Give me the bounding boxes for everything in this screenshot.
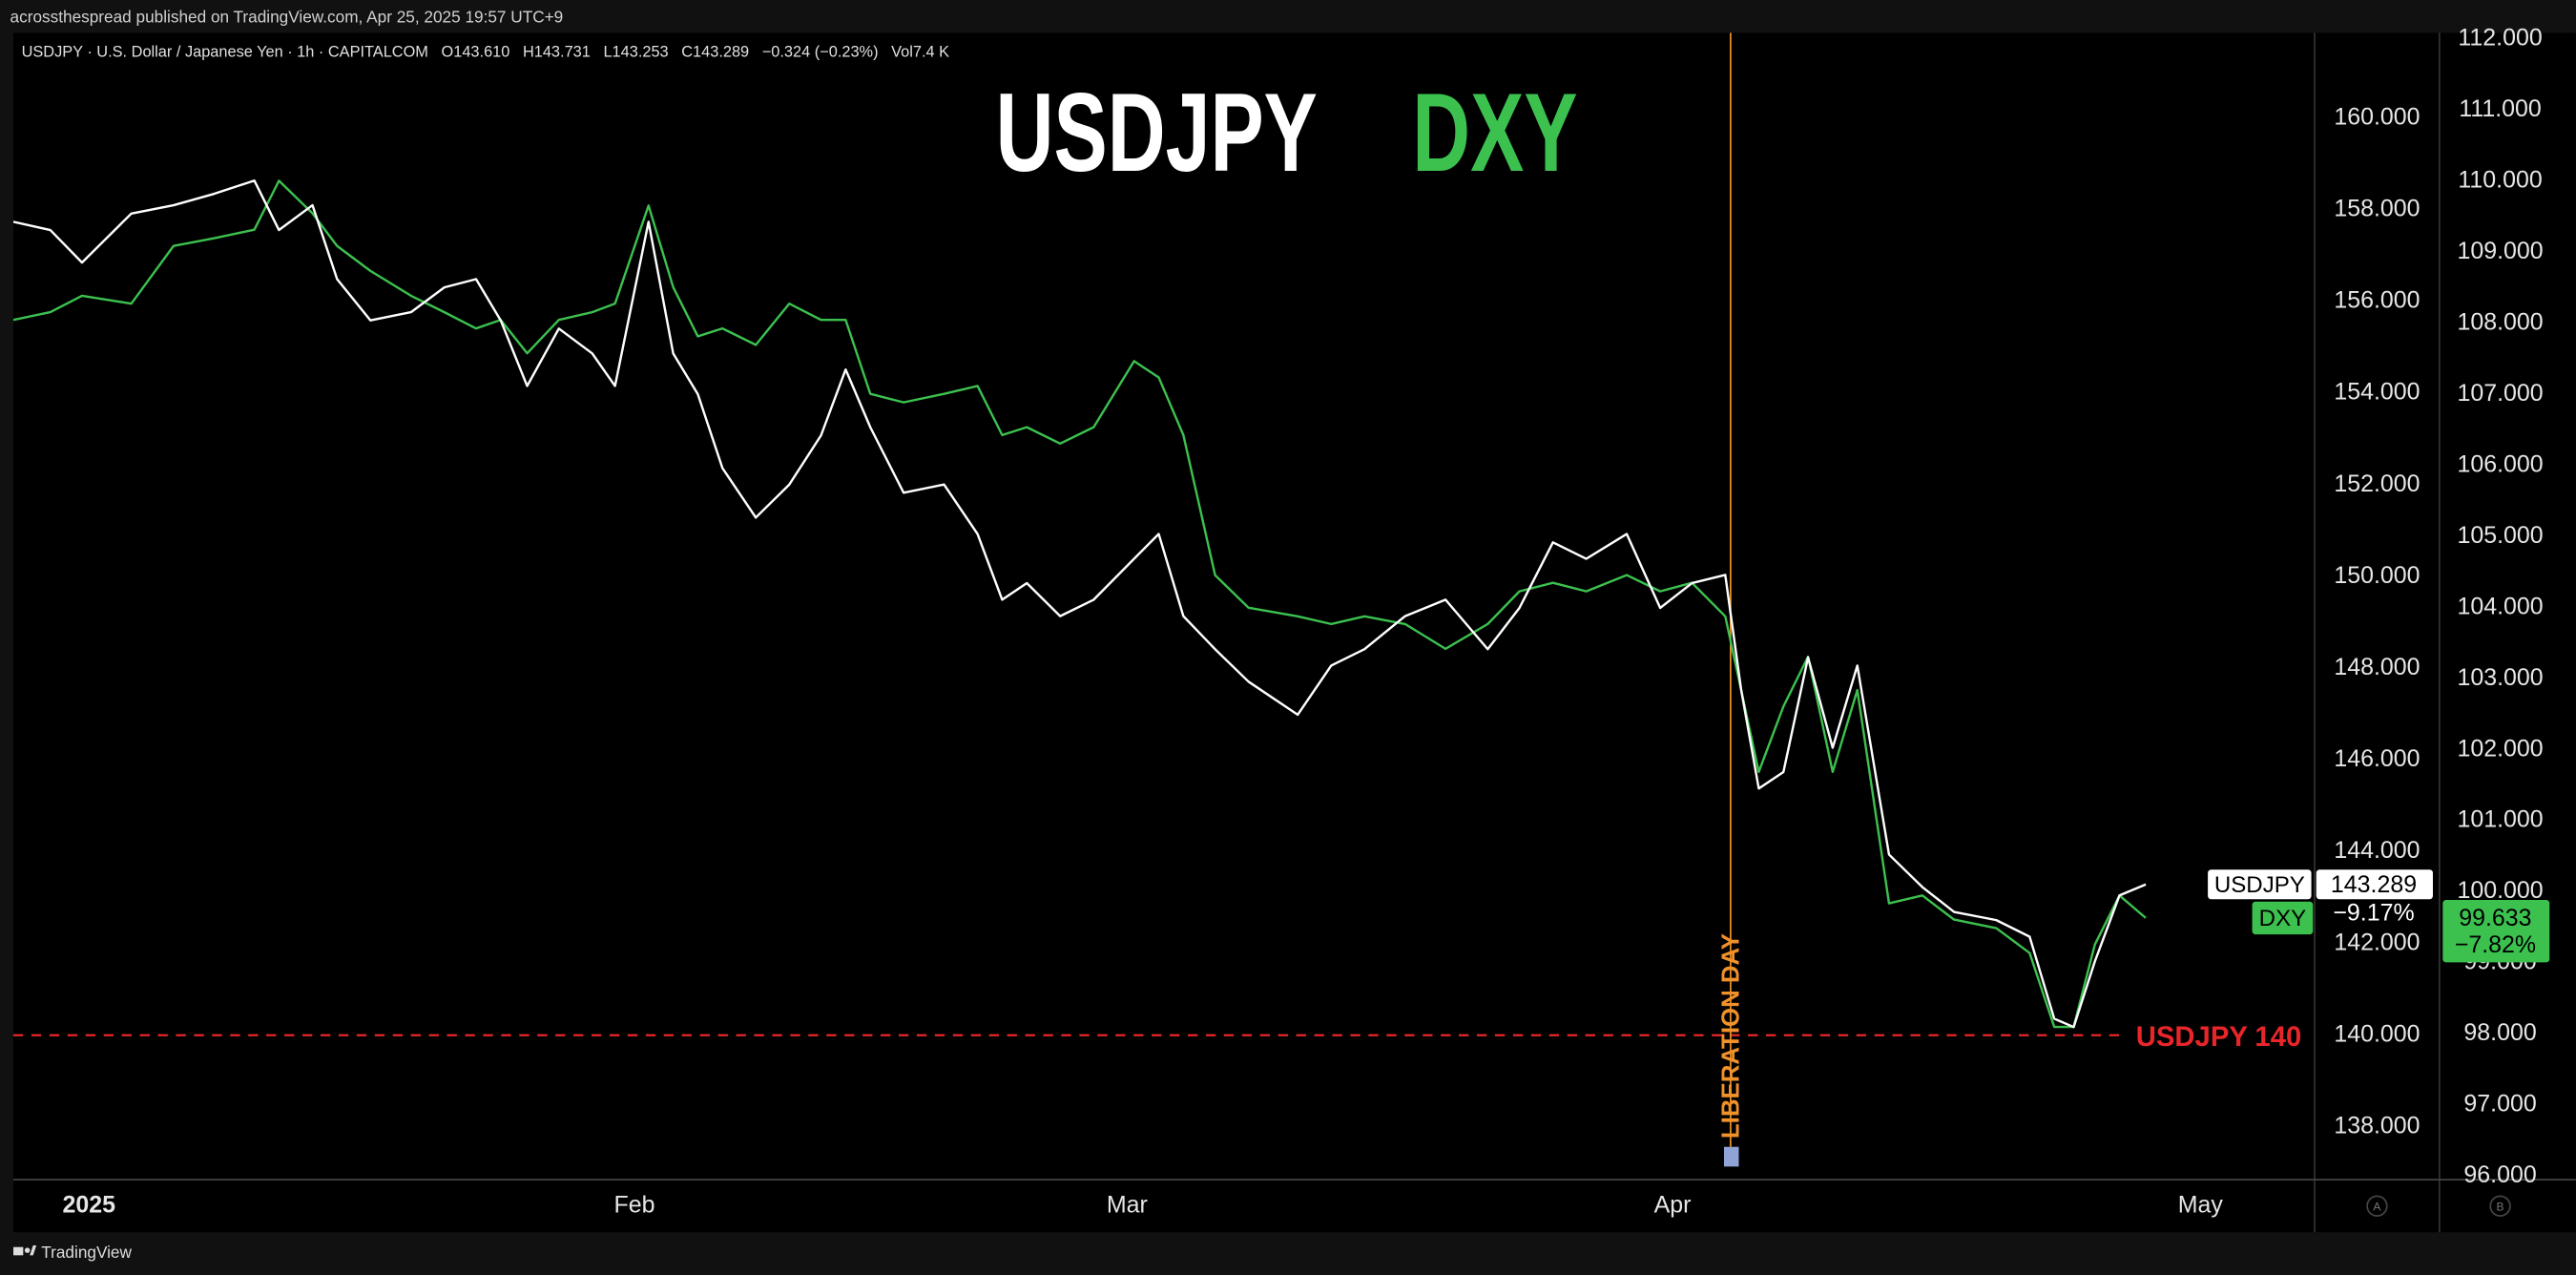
price-label: 143.289 [2331,871,2417,898]
axis-button-label[interactable]: B [2497,1201,2504,1214]
y-tick-label: 148.000 [2334,654,2420,680]
y-tick-label: 144.000 [2334,837,2420,864]
price-box [2442,899,2550,963]
series-line [13,179,2147,1029]
x-tick-label: Apr [1654,1191,1692,1218]
axis-button[interactable] [2366,1195,2388,1217]
y2-tick-label: 101.000 [2457,806,2543,833]
series-line [13,179,2147,1029]
y-tick-label: 138.000 [2334,1112,2420,1139]
y-tick-label: 152.000 [2334,470,2420,497]
y2-tick-label: 105.000 [2457,522,2543,549]
axis-button-label[interactable]: A [2373,1201,2381,1214]
legend-box [2208,869,2312,900]
tradingview-logo [13,1245,37,1256]
y-tick-label: 142.000 [2334,929,2420,955]
plot-lines [13,179,2147,1029]
y2-tick-label: 108.000 [2457,309,2543,336]
y2-tick-label: 111.000 [2459,95,2542,122]
event-label: LIBERATION DAY [1717,933,1744,1139]
y-tick-label: 156.000 [2334,287,2420,314]
change-label: −7.82% [2455,931,2536,958]
footer-brand: TradingView [41,1243,132,1262]
x-tick-label: Feb [613,1191,654,1218]
y2-tick-label: 97.000 [2463,1091,2536,1118]
y-tick-label: 150.000 [2334,562,2420,589]
change-label: −9.17% [2333,899,2414,926]
y2-tick-label: 103.000 [2457,664,2543,691]
legend-box [2252,901,2314,935]
title-group: USDJPY DXY [996,70,1578,195]
y2-tick-label: 109.000 [2457,238,2543,264]
legend-entry: USDJPY [2214,872,2305,898]
chart-title: USDJPY [996,70,1318,195]
y-tick-label: 158.000 [2334,195,2420,221]
legend-entry: DXY [2259,906,2307,931]
y2-tick-label: 110.000 [2458,167,2542,194]
chart-area [13,32,2576,1233]
symbol-info: USDJPY · U.S. Dollar / Japanese Yen · 1h… [22,43,950,60]
reference-label: USDJPY 140 [2136,1022,2301,1053]
y-tick-label: 146.000 [2334,745,2420,772]
price-label: 99.633 [2459,905,2531,931]
y2-tick-label: 96.000 [2463,1161,2536,1188]
y2-tick-label: 100.000 [2457,877,2543,904]
y2-tick-label: 104.000 [2457,593,2543,619]
publish-header: acrossthespread published on TradingView… [10,7,564,26]
y2-tick-label: 107.000 [2457,380,2543,407]
x-tick-label: Mar [1107,1191,1148,1218]
price-box [2316,869,2433,900]
y2-tick-label: 106.000 [2457,450,2543,477]
x-tick-label: 2025 [63,1191,116,1218]
y2-tick-label: 98.000 [2463,1019,2536,1046]
axis-button[interactable] [2489,1195,2511,1217]
y2-tick-label: 112.000 [2458,25,2542,52]
y-tick-label: 160.000 [2334,103,2420,130]
y-tick-label: 140.000 [2334,1020,2420,1047]
y-tick-label: 154.000 [2334,379,2420,406]
y2-tick-label: 102.000 [2457,735,2543,762]
flag-icon [1724,1146,1739,1167]
x-tick-label: May [2178,1191,2224,1218]
chart-title: DXY [1412,70,1577,195]
